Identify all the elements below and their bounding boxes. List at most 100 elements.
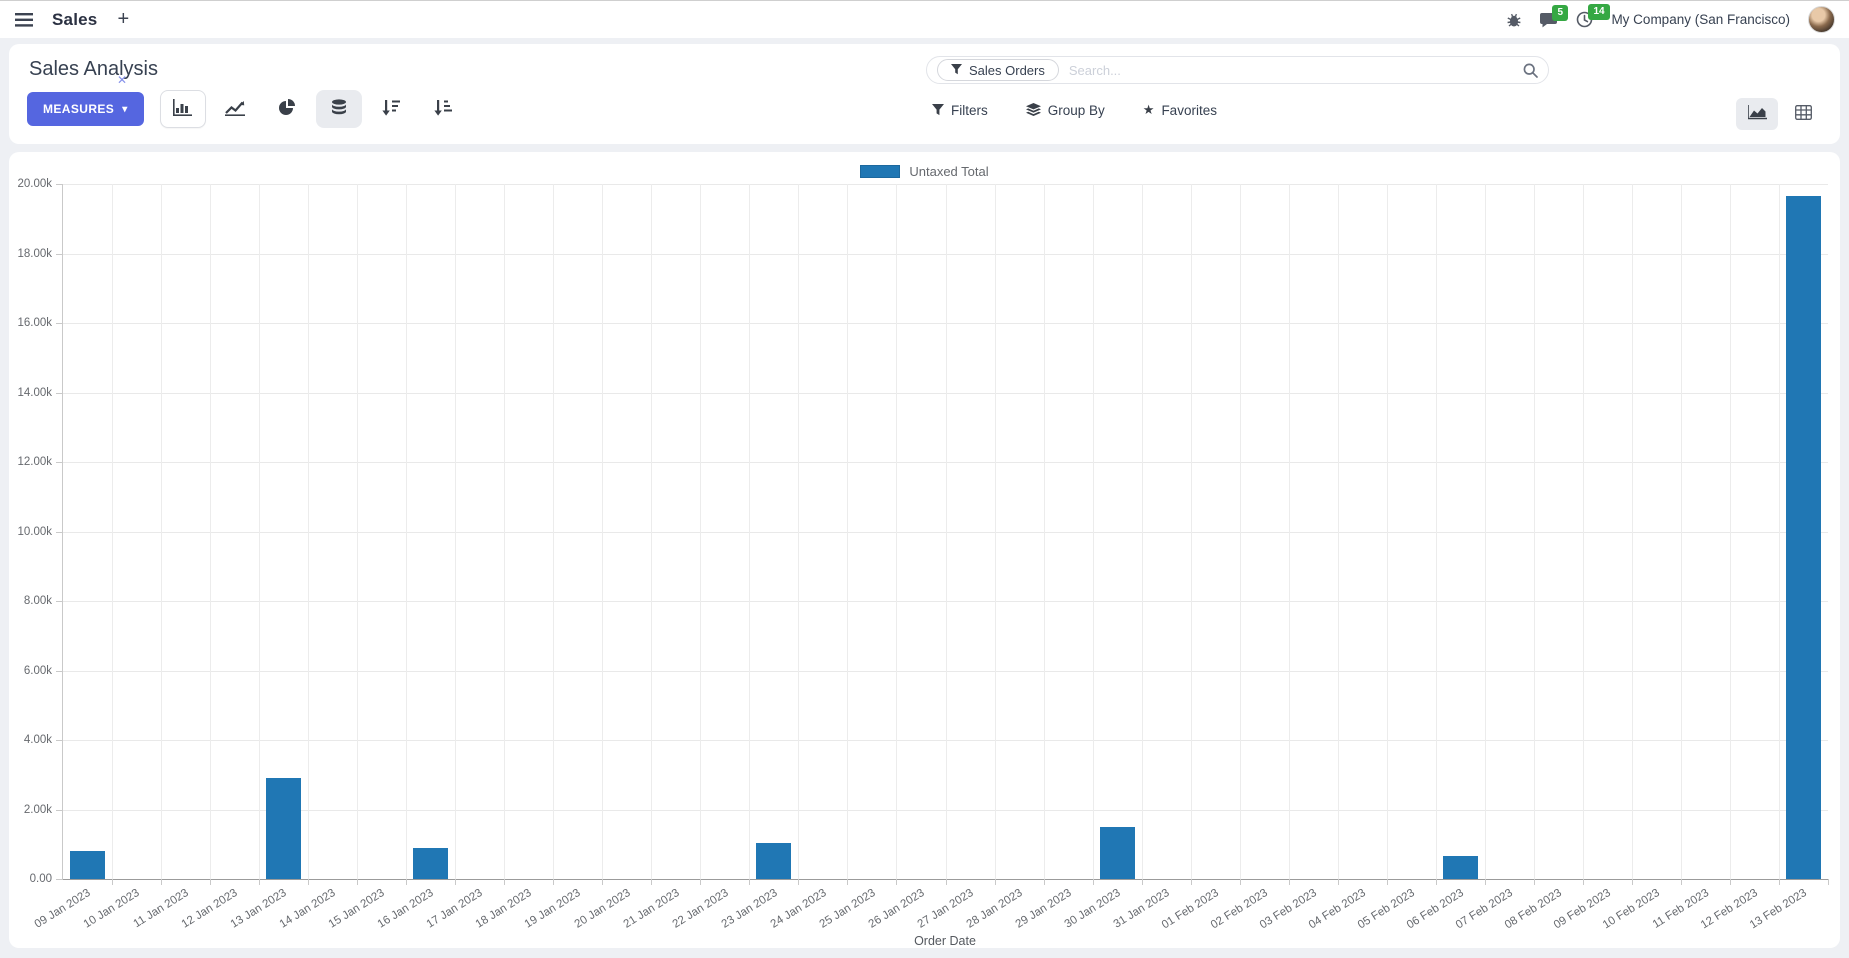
bar-30-jan-2023[interactable] (1099, 826, 1135, 879)
view-switcher (1736, 98, 1824, 130)
x-tick-mark (161, 879, 163, 885)
legend-swatch (860, 164, 901, 178)
x-tick-mark (1729, 879, 1731, 885)
x-gridline (602, 184, 604, 879)
x-tick-mark (1778, 879, 1780, 885)
search-bar[interactable]: Sales Orders Search... (926, 56, 1549, 84)
x-tick-mark (357, 879, 359, 885)
search-icon[interactable] (1523, 63, 1538, 78)
app-name[interactable]: Sales (52, 9, 98, 29)
x-gridline (896, 184, 898, 879)
bar-chart-button[interactable] (159, 90, 206, 128)
filter-icon (932, 104, 944, 116)
x-tick-mark (1484, 879, 1486, 885)
x-gridline (504, 184, 506, 879)
graph-view-button[interactable] (1736, 98, 1778, 130)
messages-icon[interactable]: 5 (1540, 4, 1568, 28)
debug-bug-icon[interactable] (1506, 12, 1522, 28)
x-gridline (1533, 184, 1535, 879)
search-options-row: Filters Group By ★ Favorites (932, 102, 1217, 118)
x-tick-mark (455, 879, 457, 885)
filter-icon (951, 63, 962, 78)
y-tick-mark (56, 392, 63, 394)
y-tick-mark (56, 323, 63, 324)
x-tick-mark (504, 879, 506, 885)
x-gridline (1435, 184, 1437, 879)
measures-button[interactable]: MEASURES ▾ (27, 92, 144, 126)
y-tick-label: 16.00k (17, 317, 52, 329)
x-tick-mark (1288, 879, 1290, 885)
apps-menu-icon[interactable] (10, 6, 38, 34)
search-input[interactable]: Search... (1068, 62, 1121, 78)
sort-ascending-icon (434, 99, 452, 119)
x-tick-mark (1828, 879, 1829, 885)
x-gridline (1582, 184, 1584, 879)
y-tick-label: 18.00k (17, 247, 52, 260)
line-chart-button[interactable] (212, 90, 258, 128)
x-tick-mark (651, 879, 653, 885)
sort-ascending-button[interactable] (420, 90, 466, 128)
layers-icon (1025, 103, 1041, 117)
bar-06-feb-2023[interactable] (1442, 856, 1478, 879)
y-tick-label: 8.00k (23, 595, 52, 607)
bar-chart-icon (173, 99, 193, 119)
x-gridline (1729, 184, 1731, 879)
filters-label: Filters (951, 102, 988, 118)
facet-remove-icon[interactable]: ✕ (117, 73, 128, 87)
y-tick-mark (56, 462, 63, 463)
bar-16-jan-2023[interactable] (413, 847, 449, 879)
x-tick-mark (1337, 879, 1339, 885)
x-tick-mark (210, 879, 212, 885)
sort-descending-button[interactable] (368, 90, 414, 128)
x-tick-mark (553, 879, 555, 885)
pivot-view-button[interactable] (1782, 98, 1824, 130)
x-gridline (1190, 184, 1192, 879)
x-gridline (847, 184, 849, 879)
x-gridline (651, 184, 653, 879)
x-tick-mark (1533, 879, 1535, 885)
favorites-dropdown[interactable]: ★ Favorites (1143, 102, 1217, 118)
x-gridline (357, 184, 359, 879)
star-icon: ★ (1142, 102, 1155, 117)
y-tick-mark (56, 879, 63, 880)
stacked-toggle-button[interactable] (315, 90, 362, 128)
x-gridline (749, 184, 751, 879)
x-tick-mark (1190, 879, 1192, 885)
bar-09-jan-2023[interactable] (70, 851, 105, 879)
control-panel: Sales Analysis MEASURES ▾ (9, 44, 1840, 144)
x-gridline (798, 184, 800, 879)
x-tick-mark (1239, 879, 1241, 885)
x-tick-mark (112, 879, 114, 885)
filters-dropdown[interactable]: Filters (932, 103, 988, 118)
new-tab-button[interactable]: + (117, 8, 130, 30)
x-gridline (1484, 184, 1486, 879)
group-by-label: Group By (1047, 102, 1105, 118)
messages-badge: 5 (1552, 4, 1568, 21)
pie-chart-button[interactable] (264, 90, 310, 128)
x-tick-mark (798, 879, 800, 885)
search-facet-sales-orders[interactable]: Sales Orders (937, 59, 1059, 81)
x-axis-labels: 09 Jan 2023 10 Jan 2023 11 Jan 2023 12 Jan … (32, 887, 1809, 932)
legend-item-untaxed-total[interactable]: Untaxed Total (9, 161, 1840, 181)
bar-13-feb-2023[interactable] (1785, 196, 1821, 879)
activities-clock-icon[interactable]: 14 (1576, 4, 1610, 28)
bar-23-jan-2023[interactable] (756, 842, 792, 879)
y-tick-mark (56, 601, 63, 602)
y-tick-label: 14.00k (17, 386, 52, 399)
x-gridline (161, 184, 163, 879)
x-gridline (308, 184, 310, 879)
pie-chart-icon (278, 98, 296, 120)
group-by-dropdown[interactable]: Group By (1025, 102, 1105, 118)
y-tick-mark (56, 740, 63, 741)
x-gridline (455, 184, 457, 879)
x-gridline (1631, 184, 1633, 879)
company-switcher[interactable]: My Company (San Francisco) (1611, 12, 1790, 27)
x-gridline (406, 184, 408, 879)
chevron-down-icon: ▾ (122, 103, 128, 115)
x-gridline (1092, 184, 1094, 879)
stacked-database-icon (331, 98, 347, 120)
user-avatar[interactable] (1808, 6, 1835, 33)
bar-13-jan-2023[interactable] (266, 778, 302, 879)
y-tick-label: 12.00k (17, 456, 52, 468)
x-tick-mark (847, 879, 849, 885)
